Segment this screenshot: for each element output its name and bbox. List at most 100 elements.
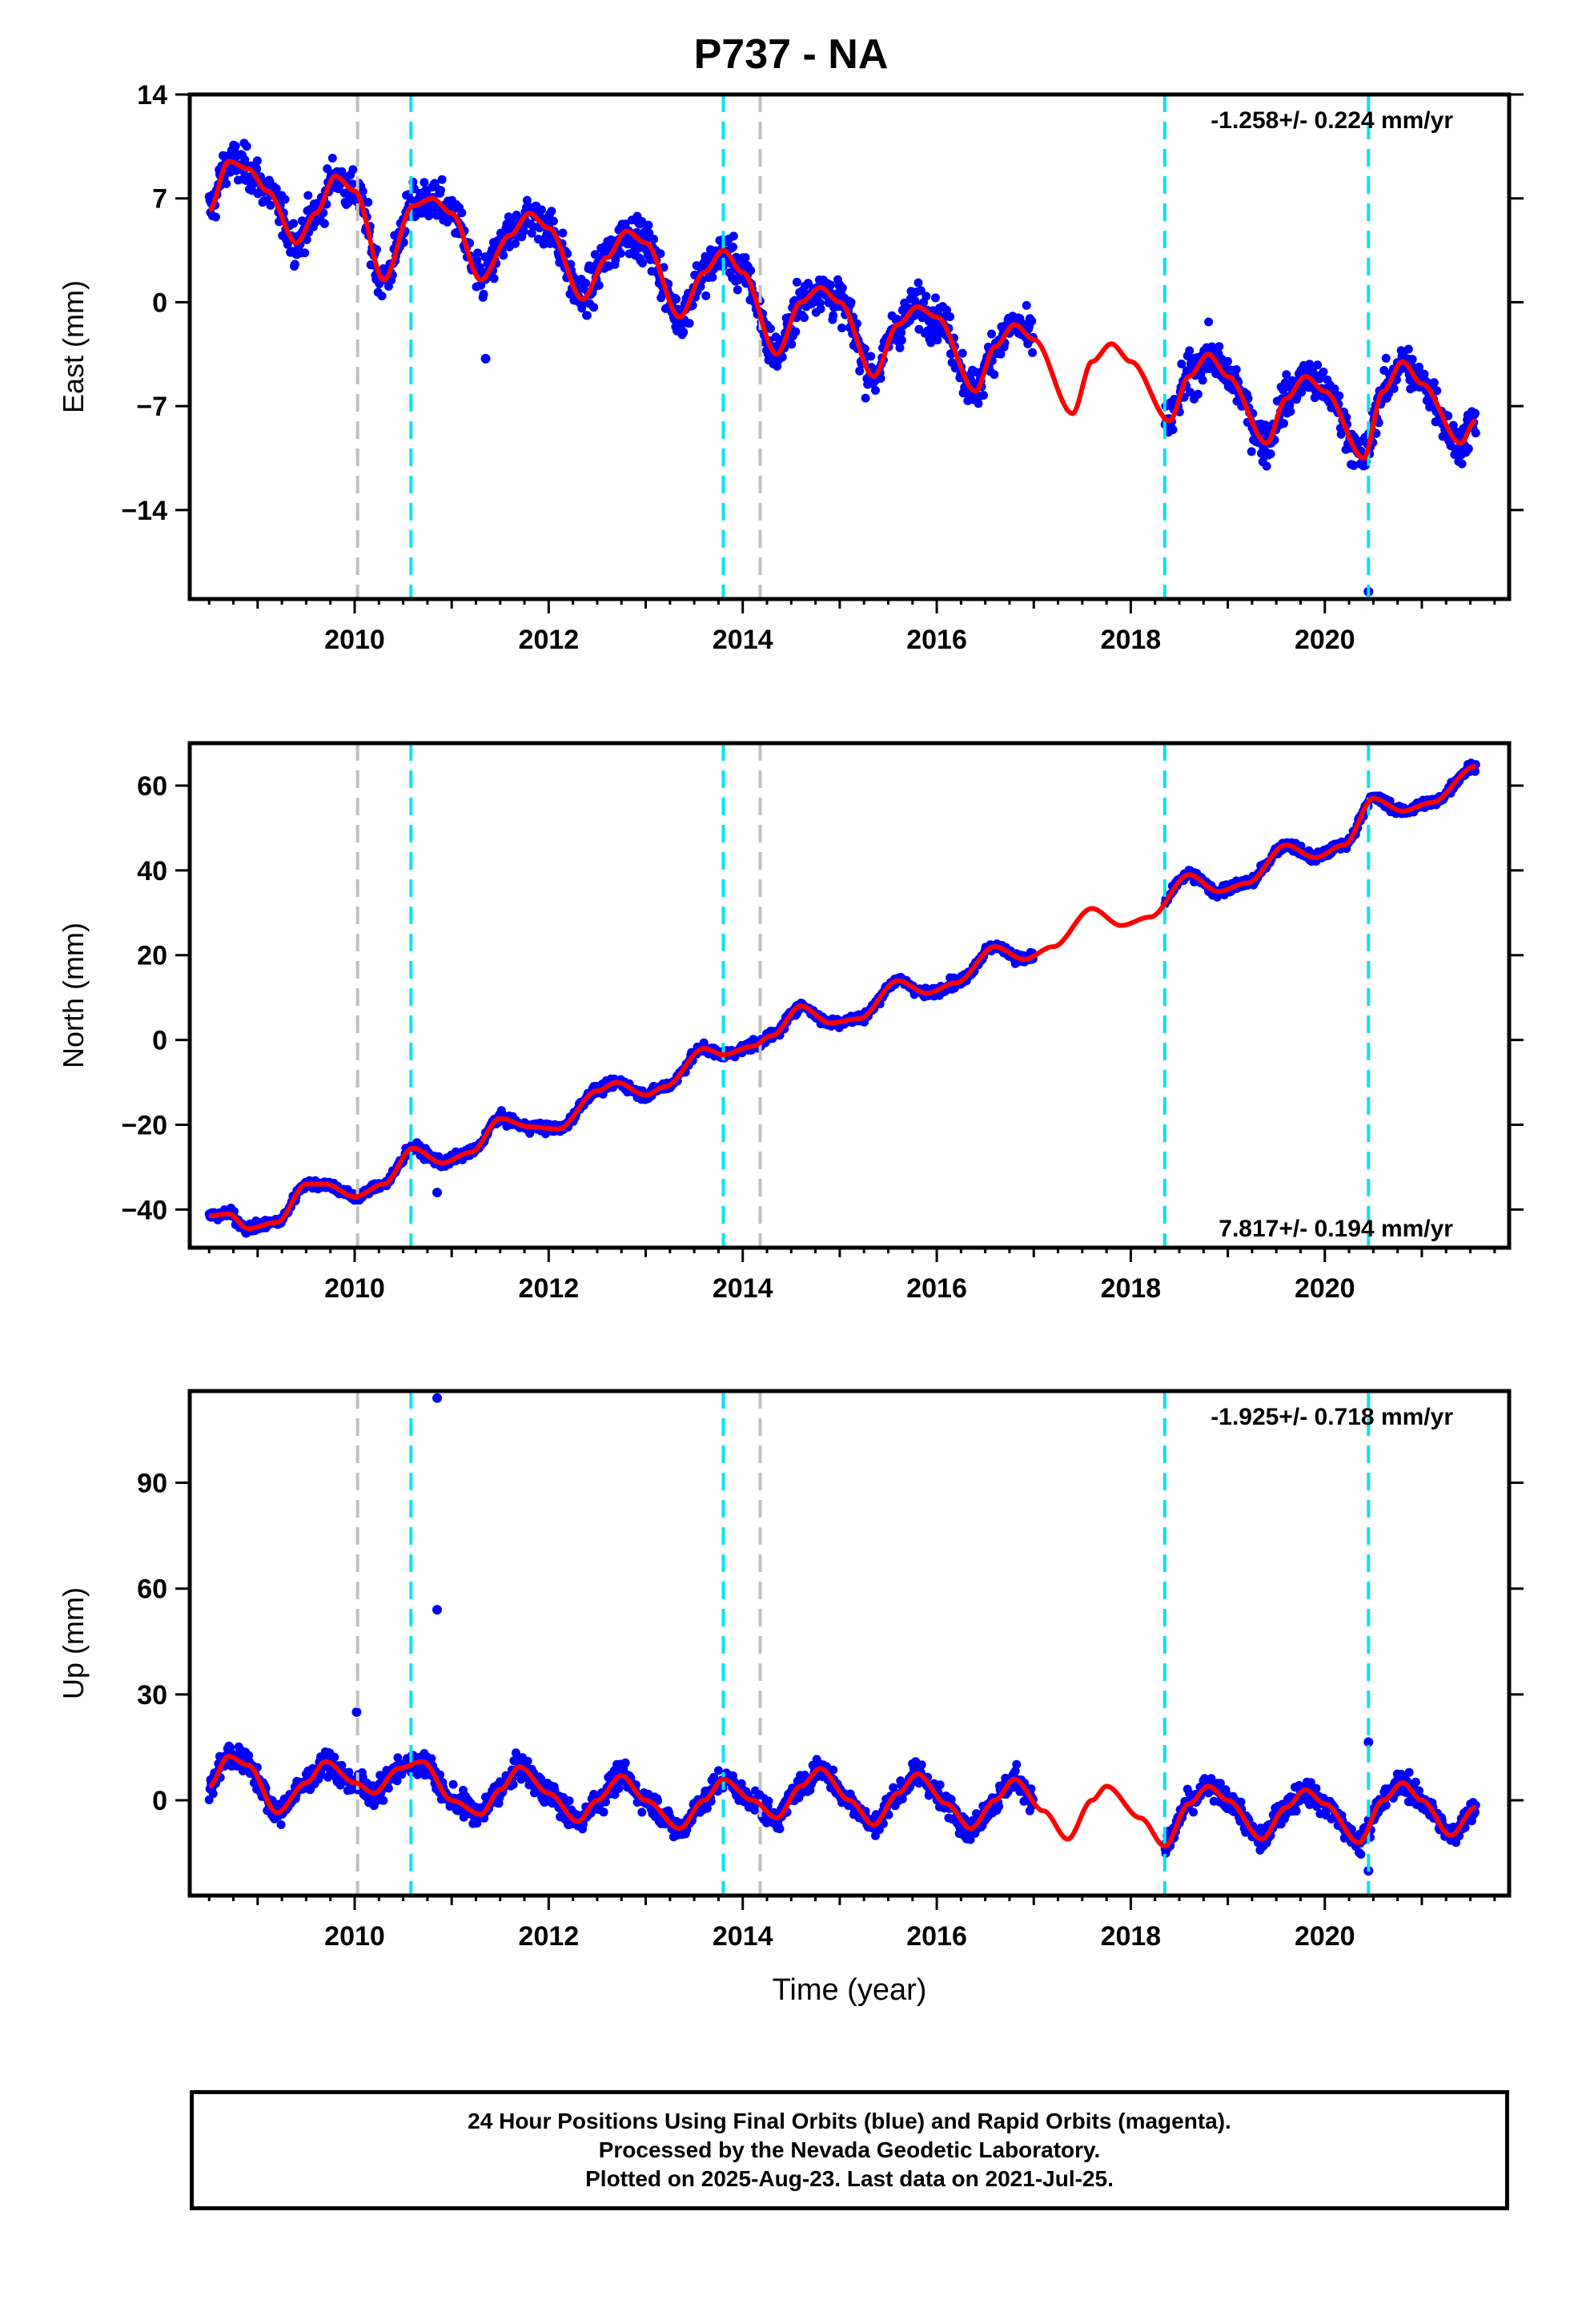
data-point [638,259,648,267]
data-point [222,179,231,188]
data-point [271,184,281,194]
data-point [548,216,558,226]
data-point [589,303,599,312]
data-point [1282,370,1291,380]
data-point [1223,356,1232,366]
data-point [1189,1807,1199,1817]
data-point [1389,384,1399,393]
data-point [231,141,240,151]
data-points [204,139,1480,597]
data-point [473,248,483,258]
data-point [1286,407,1295,416]
data-point [276,1820,286,1829]
data-point [746,266,756,275]
data-point [537,205,546,215]
data-point [644,228,654,238]
data-point [644,220,653,230]
data-point [379,1795,388,1805]
data-point [837,283,847,293]
data-point [436,186,445,195]
data-point [616,248,625,258]
data-point [792,277,801,287]
data-point [916,286,926,296]
y-tick-label: 14 [137,80,167,111]
data-point [679,328,689,337]
y-tick-label: −14 [121,496,167,526]
y-tick-label: 0 [152,287,167,318]
data-point [1247,447,1256,456]
data-point [1168,425,1178,434]
data-point [611,255,620,264]
data-point [1330,384,1339,394]
data-point [1177,360,1186,368]
chart-title: P737 - NA [693,31,889,78]
data-point [242,142,251,151]
y-tick-label: 60 [137,771,167,802]
data-point [829,311,838,320]
data-point [996,349,1006,359]
data-point [990,370,999,380]
velocity-label: -1.258+/- 0.224 mm/yr [1211,107,1453,134]
data-point [519,227,528,236]
data-point [866,352,876,361]
data-point [897,336,906,345]
data-point [1429,378,1439,388]
data-point [448,1779,458,1789]
y-tick-label: 40 [137,856,167,887]
data-point [363,198,373,207]
data-point [1305,360,1315,369]
data-point [1266,449,1275,459]
data-point [594,280,604,290]
data-point [1261,420,1270,430]
data-point [620,1758,630,1767]
data-point [764,1796,773,1806]
data-point [1231,365,1241,374]
data-point [489,274,499,283]
x-tick-label: 2012 [519,1273,580,1304]
data-point [302,235,311,244]
outlier-point [432,1188,442,1198]
data-point [696,282,705,292]
data-point [672,295,681,304]
data-point [729,231,738,241]
data-point [637,1807,647,1817]
data-point [300,248,310,258]
data-point [1464,444,1473,453]
data-point [479,289,488,299]
data-point [1297,388,1307,397]
data-point [558,228,568,238]
data-point [1022,300,1031,310]
data-point [837,324,846,332]
data-point [1193,389,1203,399]
data-point [987,329,996,339]
data-point [855,366,865,376]
data-point [637,217,647,226]
data-point [958,348,967,358]
data-point [1262,461,1271,471]
data-point [913,278,923,287]
data-point [861,393,870,403]
data-point [582,311,592,320]
x-tick-label: 2016 [906,625,967,655]
data-point [499,251,508,260]
data-point [931,293,940,303]
data-point [348,165,358,175]
data-point [303,191,313,200]
model-fit-line [208,159,1476,461]
x-tick-label: 2010 [324,625,385,655]
plot-frame [187,741,1512,1250]
data-point [791,327,801,336]
x-tick-label: 2018 [1101,1273,1162,1304]
data-point [895,343,905,352]
data-point [547,207,556,216]
data-point [599,1807,608,1817]
data-point [523,1756,532,1766]
data-point [1185,346,1195,356]
data-point [266,200,275,210]
x-tick-label: 2016 [906,1273,967,1304]
data-point [766,324,775,333]
data-point [1028,348,1038,357]
data-point [656,249,665,259]
data-point [649,235,659,244]
